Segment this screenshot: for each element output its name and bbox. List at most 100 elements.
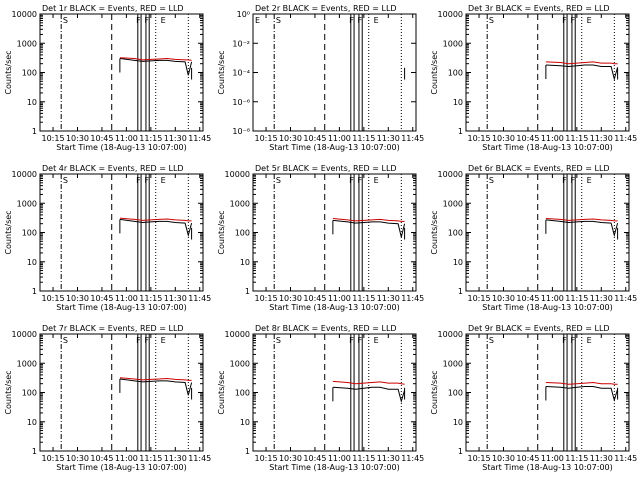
x-tick-label: 11:15 [139, 294, 162, 303]
annotation-s: S [63, 176, 68, 185]
annotation-f: F [562, 336, 567, 345]
annotation-s: S [489, 336, 494, 345]
panel-det-3: Det 3r BLACK = Events, RED = LLD 1 10 100 10… [430, 4, 637, 152]
y-tick-label: 10000 [12, 10, 37, 19]
x-tick-label: 10:45 [90, 134, 113, 143]
series-line-lld [545, 381, 618, 385]
y-tick-label: 10000 [438, 330, 463, 339]
annotation-e: E [374, 16, 379, 25]
annotation-f: F [144, 16, 149, 25]
x-tick-label: 10:15 [468, 294, 491, 303]
y-tick-label: 1000 [230, 359, 250, 368]
panel-det-5: Det 5r BLACK = Events, RED = LLD 1 10 100 10… [217, 164, 424, 312]
y-tick-label: 1000 [17, 39, 37, 48]
x-tick-label: 11:00 [115, 454, 138, 463]
x-tick-label: 10:30 [66, 134, 89, 143]
x-axis-label: Start Time (18-Aug-13 10:07:00) [482, 143, 613, 152]
x-tick-label: 11:00 [328, 454, 351, 463]
annotation-f: F [349, 176, 354, 185]
annotation-f: F [562, 176, 567, 185]
y-tick-label: 1000 [443, 39, 463, 48]
series-line-lld [119, 217, 192, 222]
y-tick-label: 100 [235, 389, 250, 398]
panel-title: Det 3r BLACK = Events, RED = LLD [468, 4, 610, 13]
annotation-s: S [63, 16, 68, 25]
plot-frame [39, 173, 204, 292]
x-tick-label: 10:15 [255, 294, 278, 303]
annotation-f: F [357, 336, 362, 345]
x-tick-label: 11:00 [541, 454, 564, 463]
y-tick-label: 1 [245, 447, 250, 456]
y-tick-label: 10000 [225, 170, 250, 179]
x-axis-label: Start Time (18-Aug-13 10:07:00) [269, 143, 400, 152]
x-axis-label: Start Time (18-Aug-13 10:07:00) [482, 463, 613, 472]
x-axis-label: Start Time (18-Aug-13 10:07:00) [56, 303, 187, 312]
annotation-e: E [161, 336, 166, 345]
annotation-f: F [570, 336, 575, 345]
y-tick-label: 10 [453, 418, 463, 427]
x-axis-label: Start Time (18-Aug-13 10:07:00) [269, 303, 400, 312]
annotation-f: F [570, 176, 575, 185]
series-line-events [545, 64, 619, 81]
series-line-events [545, 219, 619, 238]
annotation-e: E [161, 16, 166, 25]
annotation-f: F [349, 16, 354, 25]
annotation-s: S [489, 176, 494, 185]
annotation-f: F [144, 176, 149, 185]
annotation-f: F [357, 176, 362, 185]
y-axis-label: Counts/sec [4, 50, 13, 94]
y-tick-label: 10⁻⁴ [232, 69, 250, 78]
x-tick-label: 11:45 [401, 294, 424, 303]
y-axis-label: Counts/sec [4, 370, 13, 414]
panel-det-8: Det 8r BLACK = Events, RED = LLD 1 10 100 10… [217, 324, 424, 472]
annotation-e: E [587, 16, 592, 25]
annotation-f: F [570, 16, 575, 25]
x-tick-label: 11:30 [377, 294, 400, 303]
panel-title: Det 5r BLACK = Events, RED = LLD [255, 164, 397, 173]
series-line-lld [332, 218, 405, 222]
plot-frame [39, 13, 204, 132]
x-tick-label: 10:30 [492, 294, 515, 303]
y-tick-label: 100 [22, 229, 37, 238]
panel-title: Det 8r BLACK = Events, RED = LLD [255, 324, 397, 333]
x-axis-label: Start Time (18-Aug-13 10:07:00) [482, 303, 613, 312]
y-tick-label: 1 [458, 447, 463, 456]
y-axis-label: Counts/sec [430, 210, 439, 254]
x-tick-label: 10:45 [516, 454, 539, 463]
x-tick-label: 10:45 [516, 134, 539, 143]
y-tick-label: 1 [458, 287, 463, 296]
y-tick-label: 10 [27, 418, 37, 427]
x-tick-label: 11:00 [541, 294, 564, 303]
y-tick-label: 1000 [17, 199, 37, 208]
x-tick-label: 10:45 [303, 454, 326, 463]
y-tick-label: 10 [27, 258, 37, 267]
y-tick-label: 1000 [17, 359, 37, 368]
annotation-e: E [161, 176, 166, 185]
x-tick-label: 11:15 [352, 294, 375, 303]
plot-frame [252, 13, 417, 132]
y-tick-label: 100 [448, 69, 463, 78]
x-tick-label: 11:15 [565, 294, 588, 303]
y-tick-label: 100 [22, 389, 37, 398]
annotation-e: E [587, 176, 592, 185]
y-tick-label: 100 [448, 389, 463, 398]
x-tick-label: 10:15 [468, 454, 491, 463]
x-axis-label: Start Time (18-Aug-13 10:07:00) [56, 463, 187, 472]
y-tick-label: 10000 [438, 10, 463, 19]
x-tick-label: 11:30 [164, 454, 187, 463]
x-tick-label: 10:45 [303, 134, 326, 143]
y-tick-label: 10000 [225, 330, 250, 339]
y-tick-label: 10 [240, 418, 250, 427]
panel-title: Det 6r BLACK = Events, RED = LLD [468, 164, 610, 173]
annotation-f: F [136, 16, 141, 25]
x-tick-label: 10:30 [492, 134, 515, 143]
series-line-lld [545, 218, 618, 222]
y-axis-label: Counts/sec [217, 50, 226, 94]
x-tick-label: 11:30 [590, 294, 613, 303]
series-line-events [545, 386, 619, 402]
y-tick-label: 10⁻² [232, 39, 250, 48]
x-tick-label: 11:30 [377, 134, 400, 143]
x-tick-label: 10:15 [255, 454, 278, 463]
y-axis-label: Counts/sec [4, 210, 13, 254]
series-line-events [119, 218, 193, 238]
